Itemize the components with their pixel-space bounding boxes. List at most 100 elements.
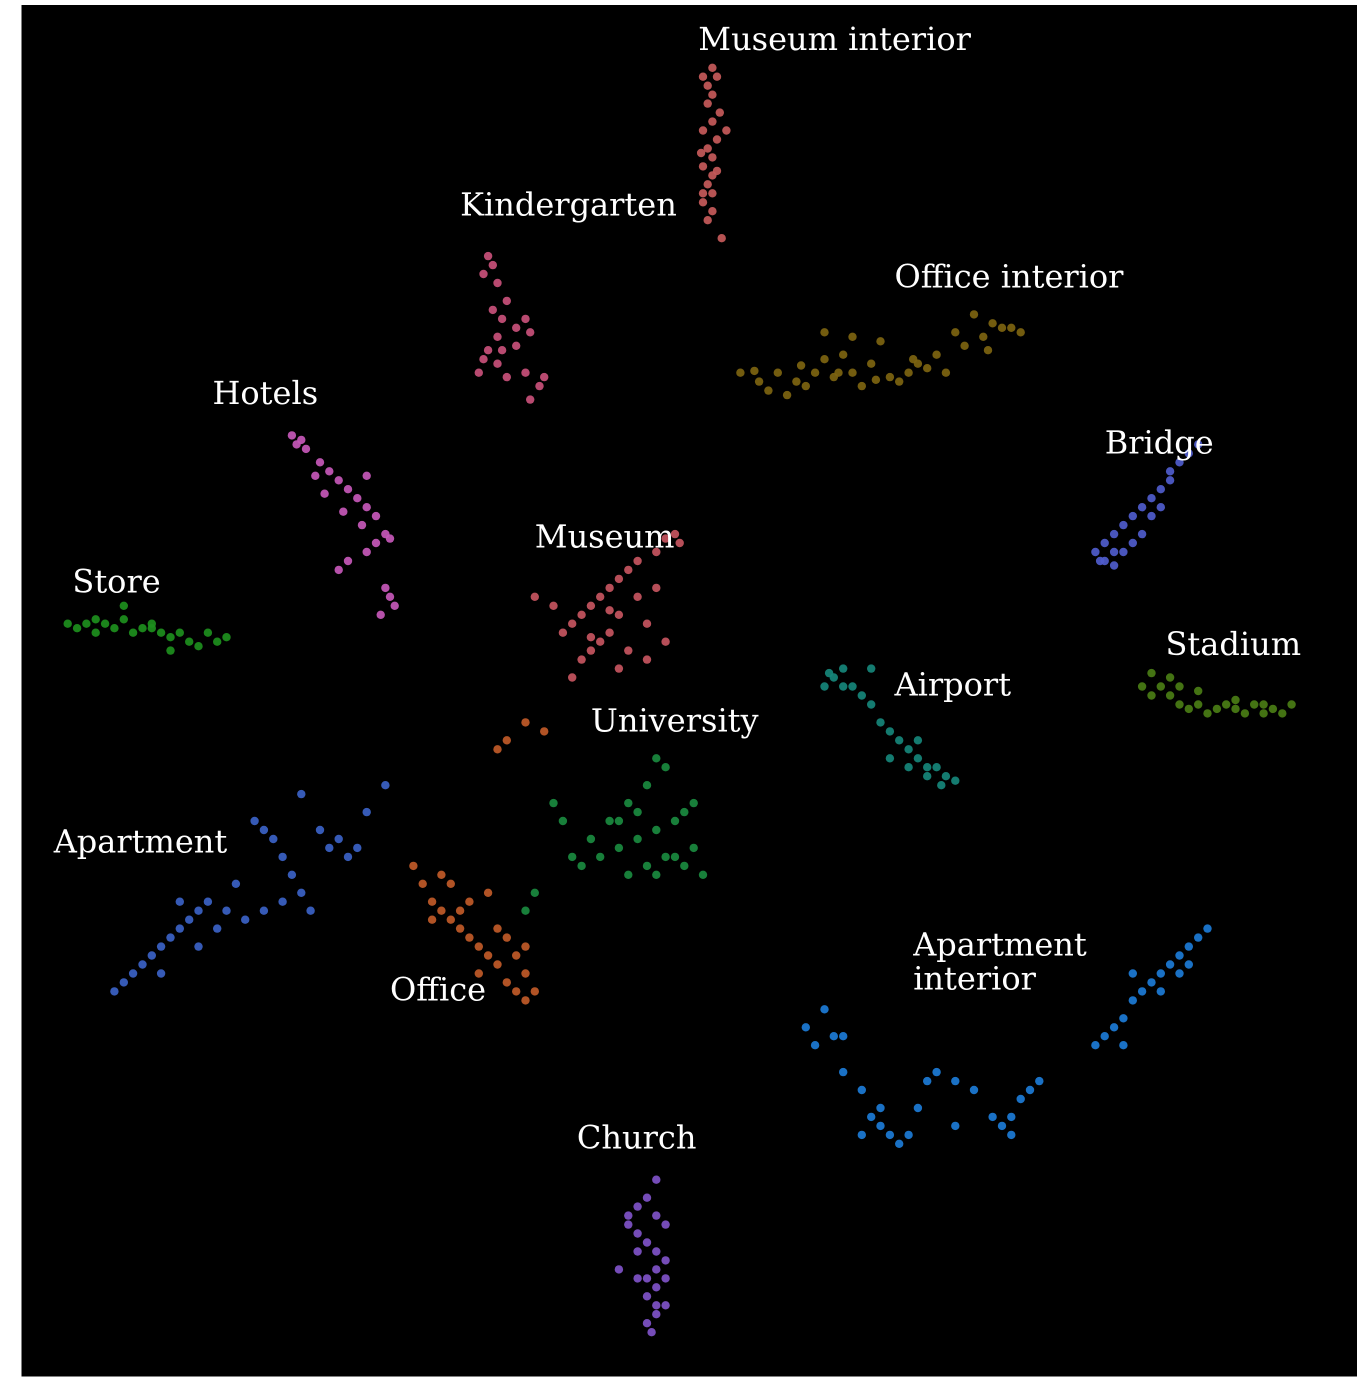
data-point [624,646,633,655]
data-point [1194,700,1203,709]
data-point [810,1041,820,1050]
x-tick-label: 60 [1229,1383,1242,1394]
data-point [381,583,390,593]
x-tick-label: −20 [478,1383,499,1394]
cluster-labels-layer: Museum interior Kindergarten Office interi… [53,20,1301,1157]
data-point [465,897,474,906]
data-point [1156,987,1166,996]
data-point [586,633,596,642]
data-point [185,637,194,646]
data-point [320,489,329,498]
data-point [437,870,446,879]
data-point [988,319,997,328]
data-point [1128,511,1138,521]
data-point [647,1328,656,1337]
data-point [418,879,427,888]
data-point [334,834,343,844]
cluster-office [409,718,549,1005]
data-point [722,126,731,135]
data-point [568,619,577,628]
data-point [820,1005,829,1014]
data-point [128,969,138,978]
data-point [72,624,82,633]
data-point [427,897,437,906]
data-point [334,565,343,575]
data-point [1231,704,1240,714]
data-point [839,1032,848,1041]
data-point [839,350,848,359]
data-point [385,534,395,543]
data-point [913,736,923,745]
data-point [483,346,493,355]
data-point [670,816,680,826]
data-point [642,1274,652,1283]
data-point [867,359,876,368]
data-point [568,852,577,862]
data-point [951,776,960,785]
data-point [512,951,521,960]
data-point [624,798,633,808]
data-point [1184,449,1194,458]
data-point [932,350,941,359]
data-point [661,1301,670,1310]
data-point [1165,476,1175,485]
x-tick-label: 20 [855,1383,868,1394]
data-point [194,906,203,915]
data-point [194,942,203,951]
y-ticks: 60 40 20 0 −20 −40 −60 [0,171,21,1258]
data-point [1203,709,1212,718]
data-point [703,180,712,189]
data-point [703,99,712,108]
data-point [1165,960,1175,969]
data-point [1156,682,1166,691]
data-point [764,386,773,395]
data-point [483,951,493,960]
data-point [614,610,624,619]
data-point [493,332,502,341]
data-point [1095,556,1105,566]
data-point [63,619,72,628]
data-point [792,377,801,386]
data-point [1109,1023,1119,1032]
data-point [652,1310,661,1319]
data-point [1165,467,1175,476]
data-point [1259,700,1268,709]
data-point [138,960,147,969]
data-point [736,368,745,377]
data-point [526,395,535,404]
data-point [661,637,670,646]
data-point [241,915,250,924]
data-point [895,736,904,745]
data-point [512,341,521,350]
data-point [829,1032,838,1041]
data-point [577,861,586,871]
cluster-stadium [1137,668,1296,718]
data-point [357,520,367,530]
x-tick-label: −60 [104,1383,125,1394]
data-point [885,727,895,736]
data-point [633,556,642,566]
data-point [577,655,586,664]
data-point [278,897,287,906]
data-point [642,1292,652,1301]
data-point [857,381,866,391]
cluster-bridge [1091,440,1203,570]
data-point [493,960,502,969]
data-point [521,969,530,978]
data-point [876,718,885,727]
data-point [203,628,213,637]
data-point [857,1130,866,1140]
data-point [166,633,175,642]
data-point [540,372,549,382]
data-point [390,601,399,610]
data-point [306,906,315,915]
data-point [642,861,652,871]
cluster-label-office-interior: Office interior [895,258,1125,296]
data-point [119,615,128,624]
data-point [334,476,343,485]
data-point [558,628,568,637]
data-point [577,610,586,619]
data-point [530,987,539,996]
data-point [1137,529,1147,539]
data-point [1175,951,1184,960]
